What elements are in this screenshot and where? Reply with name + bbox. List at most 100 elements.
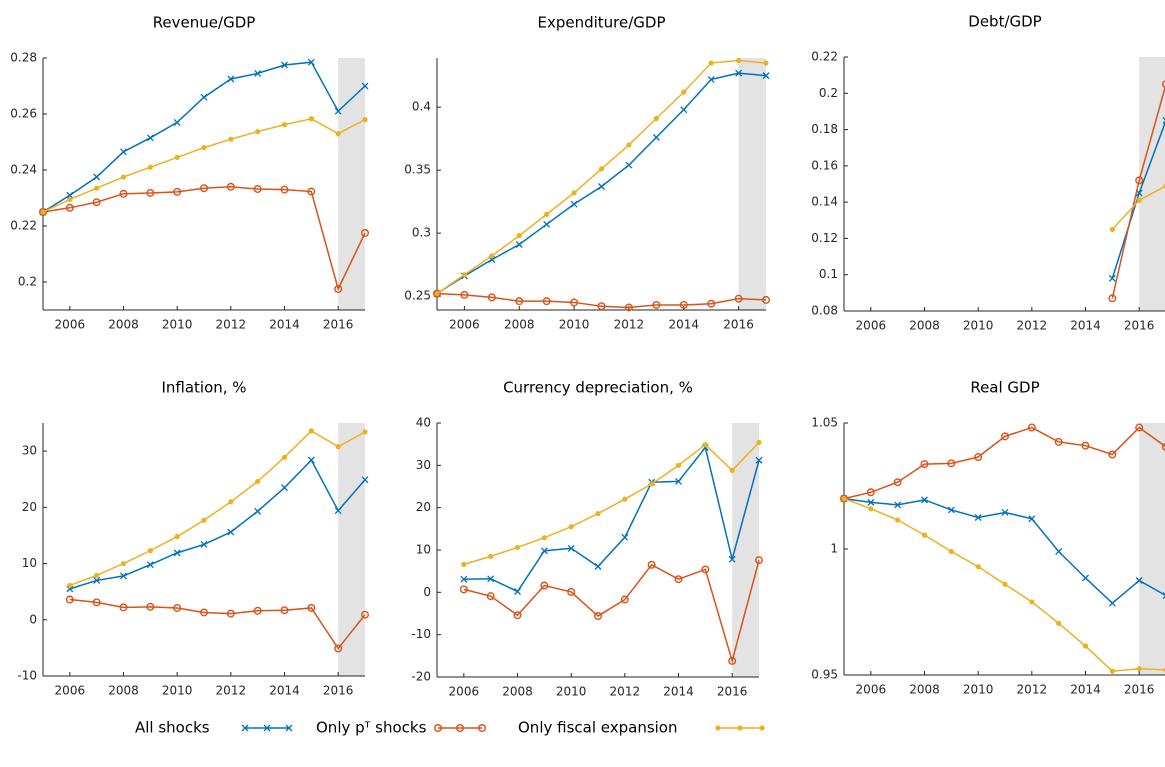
marker <box>895 517 901 523</box>
marker <box>974 453 983 462</box>
marker <box>540 581 549 590</box>
marker <box>1108 599 1116 607</box>
marker <box>1162 443 1165 451</box>
marker <box>361 476 369 484</box>
marker <box>1055 548 1063 555</box>
marker <box>146 602 155 611</box>
marker <box>228 136 234 142</box>
marker <box>307 187 316 196</box>
x-tick-label: 2012 <box>1017 319 1048 333</box>
marker <box>540 547 548 555</box>
y-tick-label: 40 <box>416 416 431 430</box>
marker <box>65 203 74 212</box>
marker <box>675 477 682 485</box>
marker <box>841 496 847 502</box>
marker <box>514 544 521 551</box>
x-tick-label: 2016 <box>1124 683 1155 697</box>
marker <box>1081 441 1090 450</box>
x-tick-label: 2010 <box>559 318 590 332</box>
shaded-region <box>738 58 766 310</box>
marker <box>543 220 551 228</box>
marker <box>920 460 929 469</box>
marker <box>653 115 659 122</box>
x-tick-label: 2010 <box>162 684 193 698</box>
x-tick-label: 2008 <box>909 319 940 333</box>
x-tick-label: 2006 <box>856 319 887 333</box>
marker <box>227 528 235 536</box>
x-tick-label: 2012 <box>610 685 641 699</box>
legend-label: Only pᵀ shocks <box>316 719 427 737</box>
marker <box>120 572 127 580</box>
y-tick-label: 0.28 <box>10 51 37 65</box>
panel: Real GDP 0.95 1 1.05 2006 2008 2010 2012 2014 201… <box>811 379 1165 697</box>
x-tick-label: 2008 <box>108 318 139 332</box>
marker <box>361 82 369 90</box>
marker <box>680 106 688 114</box>
marker <box>707 75 715 83</box>
marker <box>1082 574 1089 582</box>
panel: Debt/GDP 0.08 0.1 0.12 0.14 0.16 0.18 0.2 0.22 20… <box>811 13 1165 333</box>
marker <box>201 517 207 523</box>
marker <box>729 467 735 474</box>
shaded-region <box>1139 57 1165 311</box>
marker <box>174 154 180 160</box>
marker <box>728 555 736 563</box>
x-tick-label: 2008 <box>502 685 533 699</box>
x-tick-label: 2006 <box>55 684 86 698</box>
x-tick-label: 2016 <box>1124 319 1155 333</box>
marker <box>620 595 629 604</box>
marker <box>756 439 762 446</box>
marker <box>226 182 235 191</box>
shaded-region <box>732 423 759 677</box>
panel: Expenditure/GDP 0.25 0.3 0.35 0.4 2006 2008 201… <box>404 14 771 332</box>
marker <box>254 507 262 515</box>
y-tick-label: 0.2 <box>18 275 37 289</box>
marker <box>674 575 683 584</box>
marker <box>93 173 101 181</box>
marker <box>571 190 577 196</box>
panel: Currency depreciation, % -20 -10 0 10 20 30 40 2… <box>411 379 764 699</box>
series-line <box>463 445 760 593</box>
marker <box>120 148 127 156</box>
marker <box>762 72 770 80</box>
marker <box>625 161 633 169</box>
panel: Revenue/GDP 0.2 0.22 0.24 0.26 0.28 2006 2008 20… <box>10 14 370 332</box>
marker <box>1135 176 1144 185</box>
marker <box>594 612 603 621</box>
legend: All shocks Only pᵀ shocks Only fiscal expa… <box>135 719 765 737</box>
panel-title: Real GDP <box>970 379 1039 397</box>
marker <box>226 609 235 618</box>
marker <box>281 61 288 69</box>
y-tick-label: 0 <box>423 585 431 599</box>
series-line <box>843 426 1165 500</box>
marker <box>254 69 262 77</box>
marker <box>763 60 769 66</box>
shaded-region <box>338 58 365 310</box>
marker <box>434 291 440 297</box>
x-tick-label: 2012 <box>216 318 247 332</box>
x-tick-label: 2008 <box>108 684 139 698</box>
marker <box>281 484 288 492</box>
y-tick-label: -20 <box>411 670 431 684</box>
x-tick-label: 2016 <box>323 684 354 698</box>
marker <box>515 297 524 306</box>
marker <box>459 585 468 594</box>
marker <box>840 494 849 503</box>
series-line <box>1111 85 1165 299</box>
marker <box>567 587 576 596</box>
marker <box>947 459 956 468</box>
marker <box>1135 577 1143 584</box>
marker <box>708 60 714 66</box>
marker <box>39 207 48 216</box>
marker <box>921 496 928 504</box>
x-tick-label: 2016 <box>717 685 748 699</box>
series-line <box>42 186 366 292</box>
marker <box>1136 197 1142 203</box>
marker <box>649 481 655 487</box>
marker <box>1002 581 1008 587</box>
marker <box>174 533 180 540</box>
marker <box>948 548 954 555</box>
marker <box>281 454 288 460</box>
marker <box>867 498 875 506</box>
series-line <box>436 59 767 295</box>
